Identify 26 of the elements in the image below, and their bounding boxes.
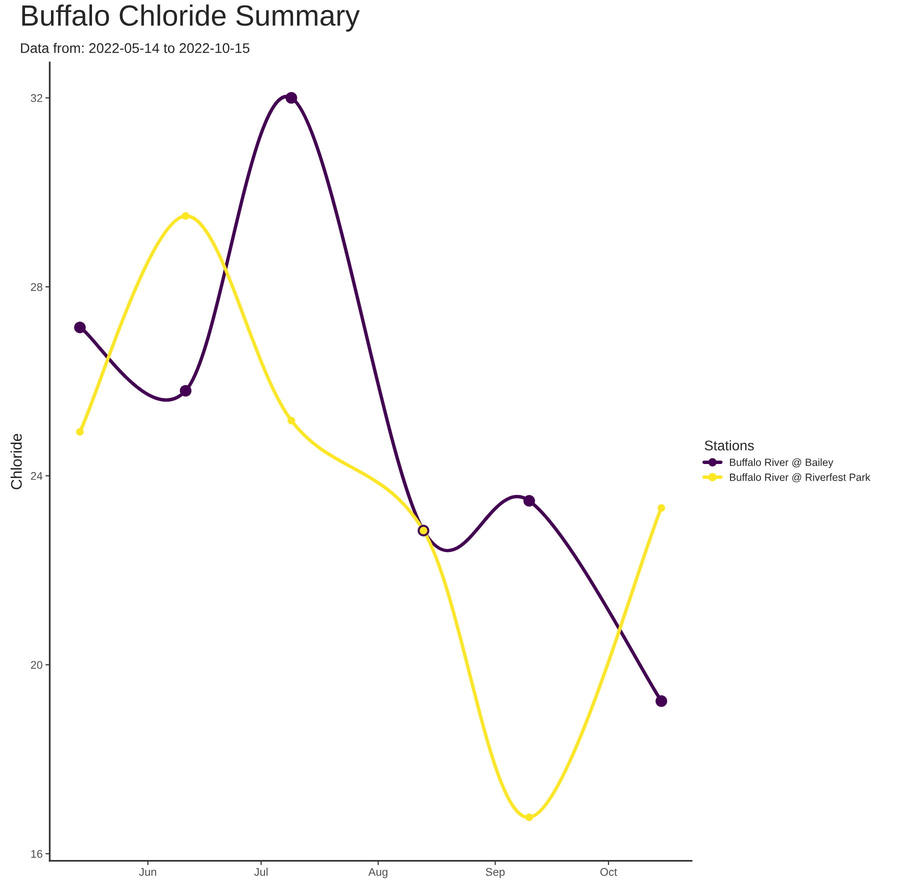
y-tick-label: 20 <box>30 661 42 669</box>
point <box>76 428 84 436</box>
x-tick-label: Oct <box>600 868 618 876</box>
x-tick-label: Jun <box>139 868 156 876</box>
chart-title: Buffalo Chloride Summary <box>22 4 360 32</box>
x-tick-label: Aug <box>368 868 388 878</box>
point <box>525 814 534 822</box>
legend-title: Stations <box>704 440 754 450</box>
legend-label: Buffalo River @ Riverfest Park <box>730 473 870 482</box>
y-tick-label: 32 <box>30 94 42 102</box>
y-tick-label: 24 <box>30 472 42 480</box>
point <box>74 322 86 334</box>
point <box>656 695 668 707</box>
y-axis-title: Chloride <box>10 434 22 490</box>
point <box>658 504 666 512</box>
point <box>288 416 296 424</box>
point <box>286 92 298 104</box>
legend-label: Buffalo River @ Bailey <box>730 458 834 468</box>
point <box>180 384 192 397</box>
chart-subtitle: Data from: 2022-05-14 to 2022-10-15 <box>21 42 250 54</box>
x-tick-label: Sep <box>486 868 505 878</box>
point <box>523 495 536 507</box>
point <box>182 212 190 220</box>
y-tick-label: 28 <box>30 283 42 291</box>
y-tick-label: 16 <box>31 850 42 858</box>
x-tick-label: Jul <box>254 868 268 876</box>
